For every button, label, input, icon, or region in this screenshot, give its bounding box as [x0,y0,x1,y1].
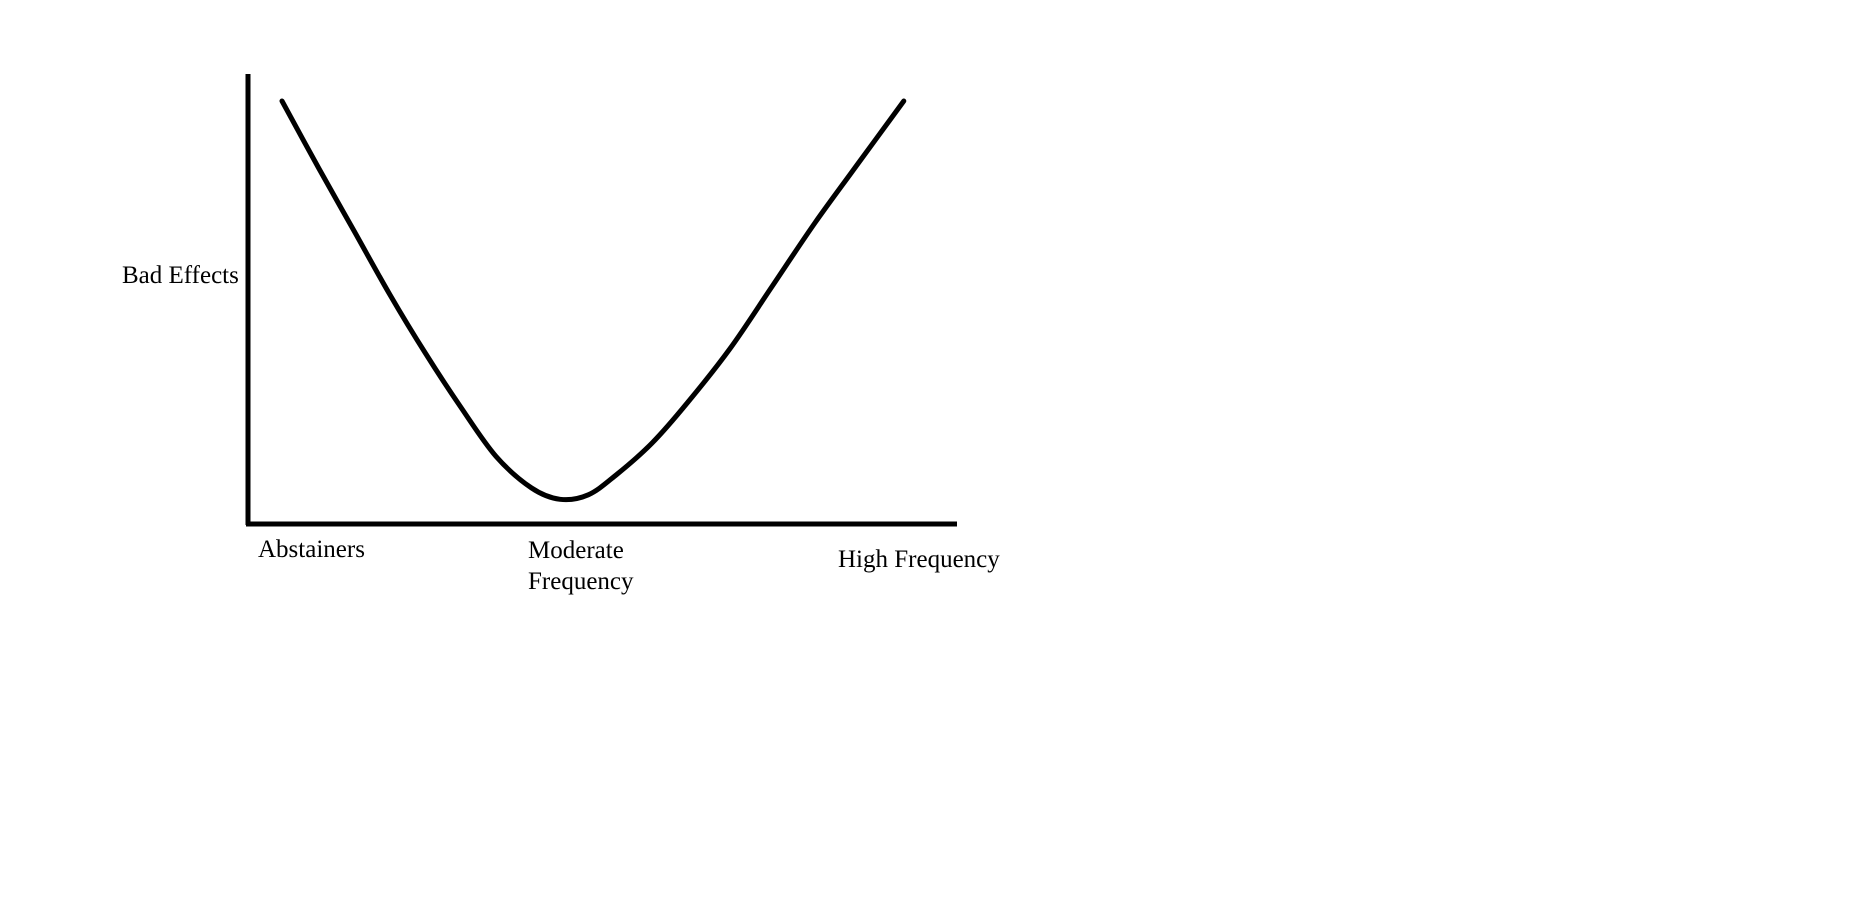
series-line-0 [279,98,907,503]
x-tick-label-1: Abstainers [258,536,365,563]
chart-labels: Bad Effects Abstainers Moderate Frequency Hi… [122,262,1000,595]
x-tick-label-line: Frequency [528,568,634,595]
x-tick-label-line: Moderate [528,537,624,564]
x-tick-label-2: Moderate Frequency [528,537,634,595]
chart-axes [245,74,957,527]
y-axis-label: Bad Effects [122,262,239,289]
x-tick-label-3: High Frequency [838,546,1000,573]
chart-plot-area [279,98,907,503]
x-tick-label-line: High Frequency [838,546,1000,573]
x-tick-label-line: Abstainers [258,536,365,563]
